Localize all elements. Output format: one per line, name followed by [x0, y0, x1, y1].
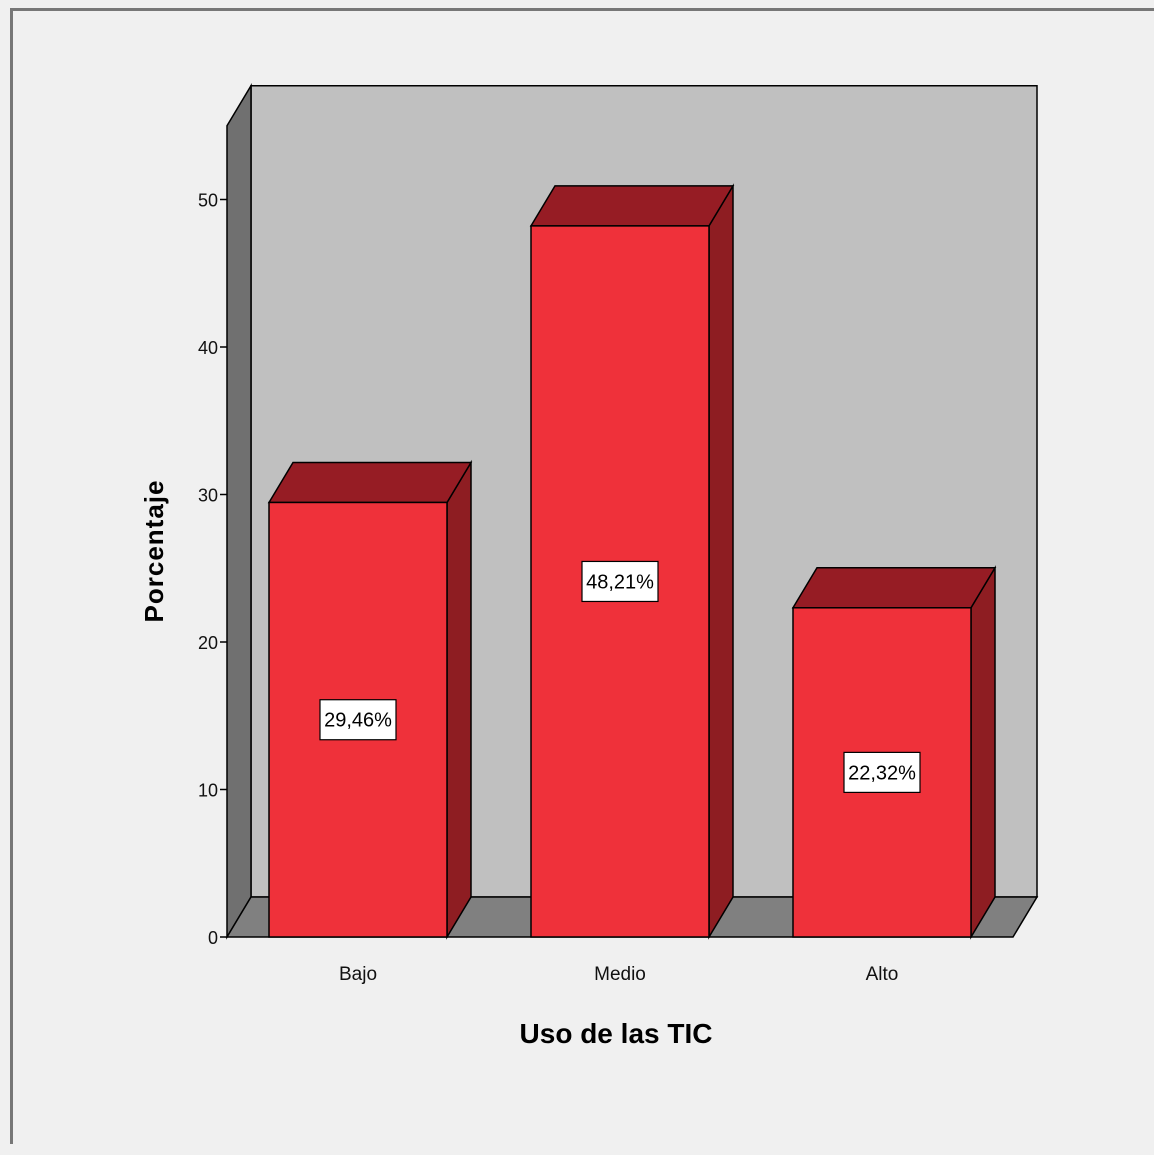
data-label-box [581, 560, 659, 603]
x-axis-title: Uso de las TIC [520, 1018, 713, 1049]
chart-frame: 0 10 20 30 40 50 Bajo Medio Alto 29,46% 48,21% 22… [10, 8, 1154, 1144]
data-label-box [319, 699, 397, 741]
data-label-text: 29,46% [324, 710, 392, 732]
bar-side [970, 565, 996, 940]
y-tick-label: 30 [198, 486, 218, 506]
x-tick-label: Alto [866, 964, 899, 985]
bar-side [708, 183, 734, 940]
y-tick-label: 10 [198, 781, 218, 801]
data-label: 22,32% [843, 751, 921, 793]
left-wall [226, 83, 252, 940]
y-tick-label: 0 [208, 928, 218, 948]
data-label-text: 48,21% [586, 571, 654, 593]
bar-chart: 0 10 20 30 40 50 Bajo Medio Alto 29,46% 48,21% 22… [139, 83, 1039, 1049]
bar-top [791, 567, 997, 609]
data-label: 29,46% [319, 699, 397, 741]
bar-side [446, 459, 472, 940]
data-labels: 29,46% 48,21% 22,32% [319, 560, 921, 793]
x-tick-label: Medio [594, 964, 646, 985]
y-tick-label: 20 [198, 633, 218, 653]
y-axis: 0 10 20 30 40 50 [198, 191, 227, 948]
x-axis: Bajo Medio Alto [339, 964, 898, 985]
data-label-box [843, 751, 921, 793]
bar-alto [791, 565, 997, 940]
bar-top [529, 185, 735, 227]
x-tick-label: Bajo [339, 964, 377, 985]
bar-top [267, 461, 473, 504]
data-label: 48,21% [581, 560, 659, 603]
data-label-text: 22,32% [848, 762, 916, 784]
y-tick-label: 40 [198, 338, 218, 358]
y-axis-title: Porcentaje [139, 480, 169, 623]
y-tick-label: 50 [198, 191, 218, 211]
